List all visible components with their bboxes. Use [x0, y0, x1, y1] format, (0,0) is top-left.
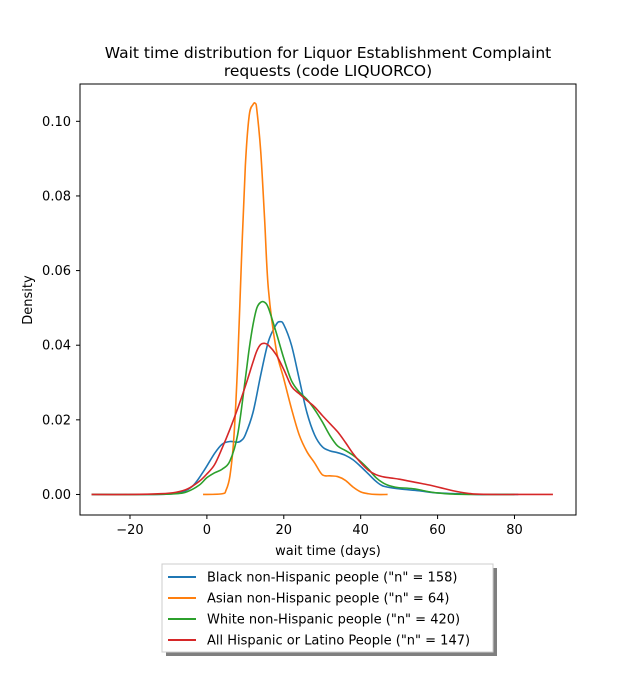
legend: Black non-Hispanic people ("n" = 158) Asi…	[161, 563, 497, 656]
y-tick-label: 0.08	[42, 189, 71, 204]
chart-title-line1: Wait time distribution for Liquor Establ…	[105, 44, 552, 62]
x-tick-label: 40	[352, 523, 369, 538]
plot-frame	[79, 83, 577, 516]
x-tick-label: 20	[276, 523, 293, 538]
chart-title-line2: requests (code LIQUORCO)	[224, 62, 432, 80]
x-axis-ticks: −20 0 20 40 60 80	[116, 515, 523, 538]
legend-label-0: Black non-Hispanic people ("n" = 158)	[207, 571, 457, 586]
y-axis-label: Density	[21, 275, 36, 325]
series-line-3	[91, 342, 553, 496]
y-tick-label: 0.04	[42, 339, 71, 354]
x-tick-label: −20	[116, 523, 143, 538]
series-line-1	[203, 102, 388, 496]
y-axis-ticks: 0.00 0.02 0.04 0.06 0.08 0.10	[42, 115, 80, 503]
y-tick-label: 0.10	[42, 115, 71, 130]
legend-label-1: Asian non-Hispanic people ("n" = 64)	[207, 592, 450, 607]
plot-lines	[91, 102, 553, 496]
legend-label-3: All Hispanic or Latino People ("n" = 147…	[207, 634, 470, 649]
x-axis-label: wait time (days)	[275, 544, 381, 559]
x-tick-label: 80	[506, 523, 523, 538]
y-tick-label: 0.06	[42, 264, 71, 279]
series-line-2	[91, 300, 515, 496]
legend-box	[161, 563, 494, 653]
series-line-0	[91, 320, 519, 496]
x-tick-label: 0	[203, 523, 211, 538]
y-tick-label: 0.02	[42, 413, 71, 428]
x-tick-label: 60	[429, 523, 446, 538]
y-tick-label: 0.00	[42, 488, 71, 503]
legend-label-2: White non-Hispanic people ("n" = 420)	[207, 613, 460, 628]
